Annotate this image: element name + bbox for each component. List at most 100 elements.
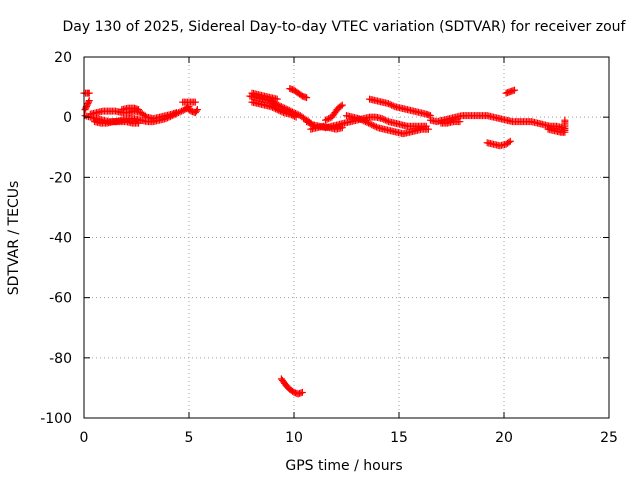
series-arc-18 <box>366 95 434 120</box>
series-arc-07 <box>179 98 199 106</box>
grid-lines <box>84 57 609 418</box>
y-axis-label: SDTVAR / TECUs <box>6 181 22 296</box>
data-point <box>338 124 346 132</box>
data-point <box>268 103 276 111</box>
data-point <box>304 118 312 126</box>
data-point <box>135 106 143 114</box>
data-point <box>84 100 92 108</box>
series-arc-10 <box>248 89 281 103</box>
series-arc-23 <box>544 116 569 136</box>
series-arc-05 <box>91 118 143 127</box>
data-point <box>191 98 199 106</box>
data-point <box>322 116 329 124</box>
data-point <box>289 112 297 120</box>
data-point <box>291 112 299 120</box>
data-point <box>378 115 386 123</box>
x-axis-label: GPS time / hours <box>285 458 402 474</box>
series-arc-21 <box>483 137 514 150</box>
data-point <box>386 100 394 108</box>
data-point <box>135 119 143 127</box>
data-point <box>272 105 280 113</box>
data-point <box>303 94 311 102</box>
data-point <box>286 110 294 118</box>
data-point <box>511 86 518 94</box>
data-point <box>337 102 345 110</box>
data-point <box>388 101 396 109</box>
data-point <box>380 115 388 123</box>
data-point <box>424 125 432 133</box>
data-point <box>372 123 380 131</box>
data-point <box>363 118 371 126</box>
series-arc-01 <box>81 97 93 114</box>
data-point <box>355 115 363 123</box>
data-point <box>178 107 186 115</box>
y-tick-label: 20 <box>54 50 72 66</box>
data-point <box>270 104 278 112</box>
data-point <box>83 101 91 109</box>
y-tick-label: 0 <box>63 110 72 126</box>
x-tick-label: 20 <box>495 430 513 446</box>
data-point <box>385 100 392 108</box>
x-tick-label: 25 <box>600 430 618 446</box>
x-tick-label: 15 <box>390 430 408 446</box>
data-point <box>389 102 397 110</box>
data-point <box>287 111 295 119</box>
data-point <box>85 89 93 97</box>
series-arc-13 <box>277 375 306 398</box>
data-point <box>298 388 306 396</box>
y-tick-label: -80 <box>49 351 72 367</box>
series-arc-12 <box>286 85 311 102</box>
series-arc-08 <box>183 104 201 117</box>
data-point <box>357 115 365 123</box>
data-point <box>561 116 569 124</box>
data-points <box>80 85 569 398</box>
y-tick-label: -60 <box>49 291 72 307</box>
x-tick-label: 10 <box>285 430 303 446</box>
axis-ticks: 0 5 10 15 20 25 -100 -80 -60 -40 -20 0 20 <box>40 50 618 446</box>
data-point <box>325 115 333 123</box>
data-point <box>365 119 373 127</box>
data-point <box>192 107 200 115</box>
data-point <box>368 121 376 129</box>
series-arc-02 <box>80 89 93 97</box>
data-point <box>267 103 275 111</box>
data-point <box>141 112 149 120</box>
data-point <box>82 104 90 112</box>
data-point <box>456 118 464 126</box>
data-point <box>306 119 314 127</box>
data-point <box>273 95 281 103</box>
data-point <box>358 116 366 124</box>
y-tick-label: -100 <box>40 411 72 427</box>
data-point <box>172 109 180 117</box>
y-tick-label: -40 <box>49 231 72 247</box>
y-tick-label: -20 <box>49 170 72 186</box>
data-point <box>273 106 281 114</box>
data-point <box>303 118 311 126</box>
data-point <box>323 115 331 123</box>
data-point <box>85 98 93 106</box>
data-point <box>81 106 89 114</box>
x-tick-label: 5 <box>185 430 194 446</box>
series-arc-06 <box>118 104 143 114</box>
data-point <box>383 117 391 125</box>
data-point <box>505 138 513 146</box>
data-point <box>176 108 184 116</box>
data-point <box>369 121 377 129</box>
series-arc-15 <box>307 122 346 133</box>
plot-frame <box>83 56 610 419</box>
series-arc-20 <box>437 118 464 127</box>
data-point <box>85 97 93 105</box>
data-point <box>275 106 283 114</box>
data-point <box>506 137 514 145</box>
data-point <box>276 107 284 115</box>
series-arc-17 <box>343 112 432 138</box>
data-point <box>361 118 369 126</box>
series-arc-11 <box>248 98 300 121</box>
data-point <box>193 106 201 114</box>
series-arc-16 <box>322 101 346 124</box>
data-point <box>360 117 368 125</box>
series-arc-22 <box>502 86 518 97</box>
data-point <box>366 120 374 128</box>
data-point <box>278 108 286 116</box>
